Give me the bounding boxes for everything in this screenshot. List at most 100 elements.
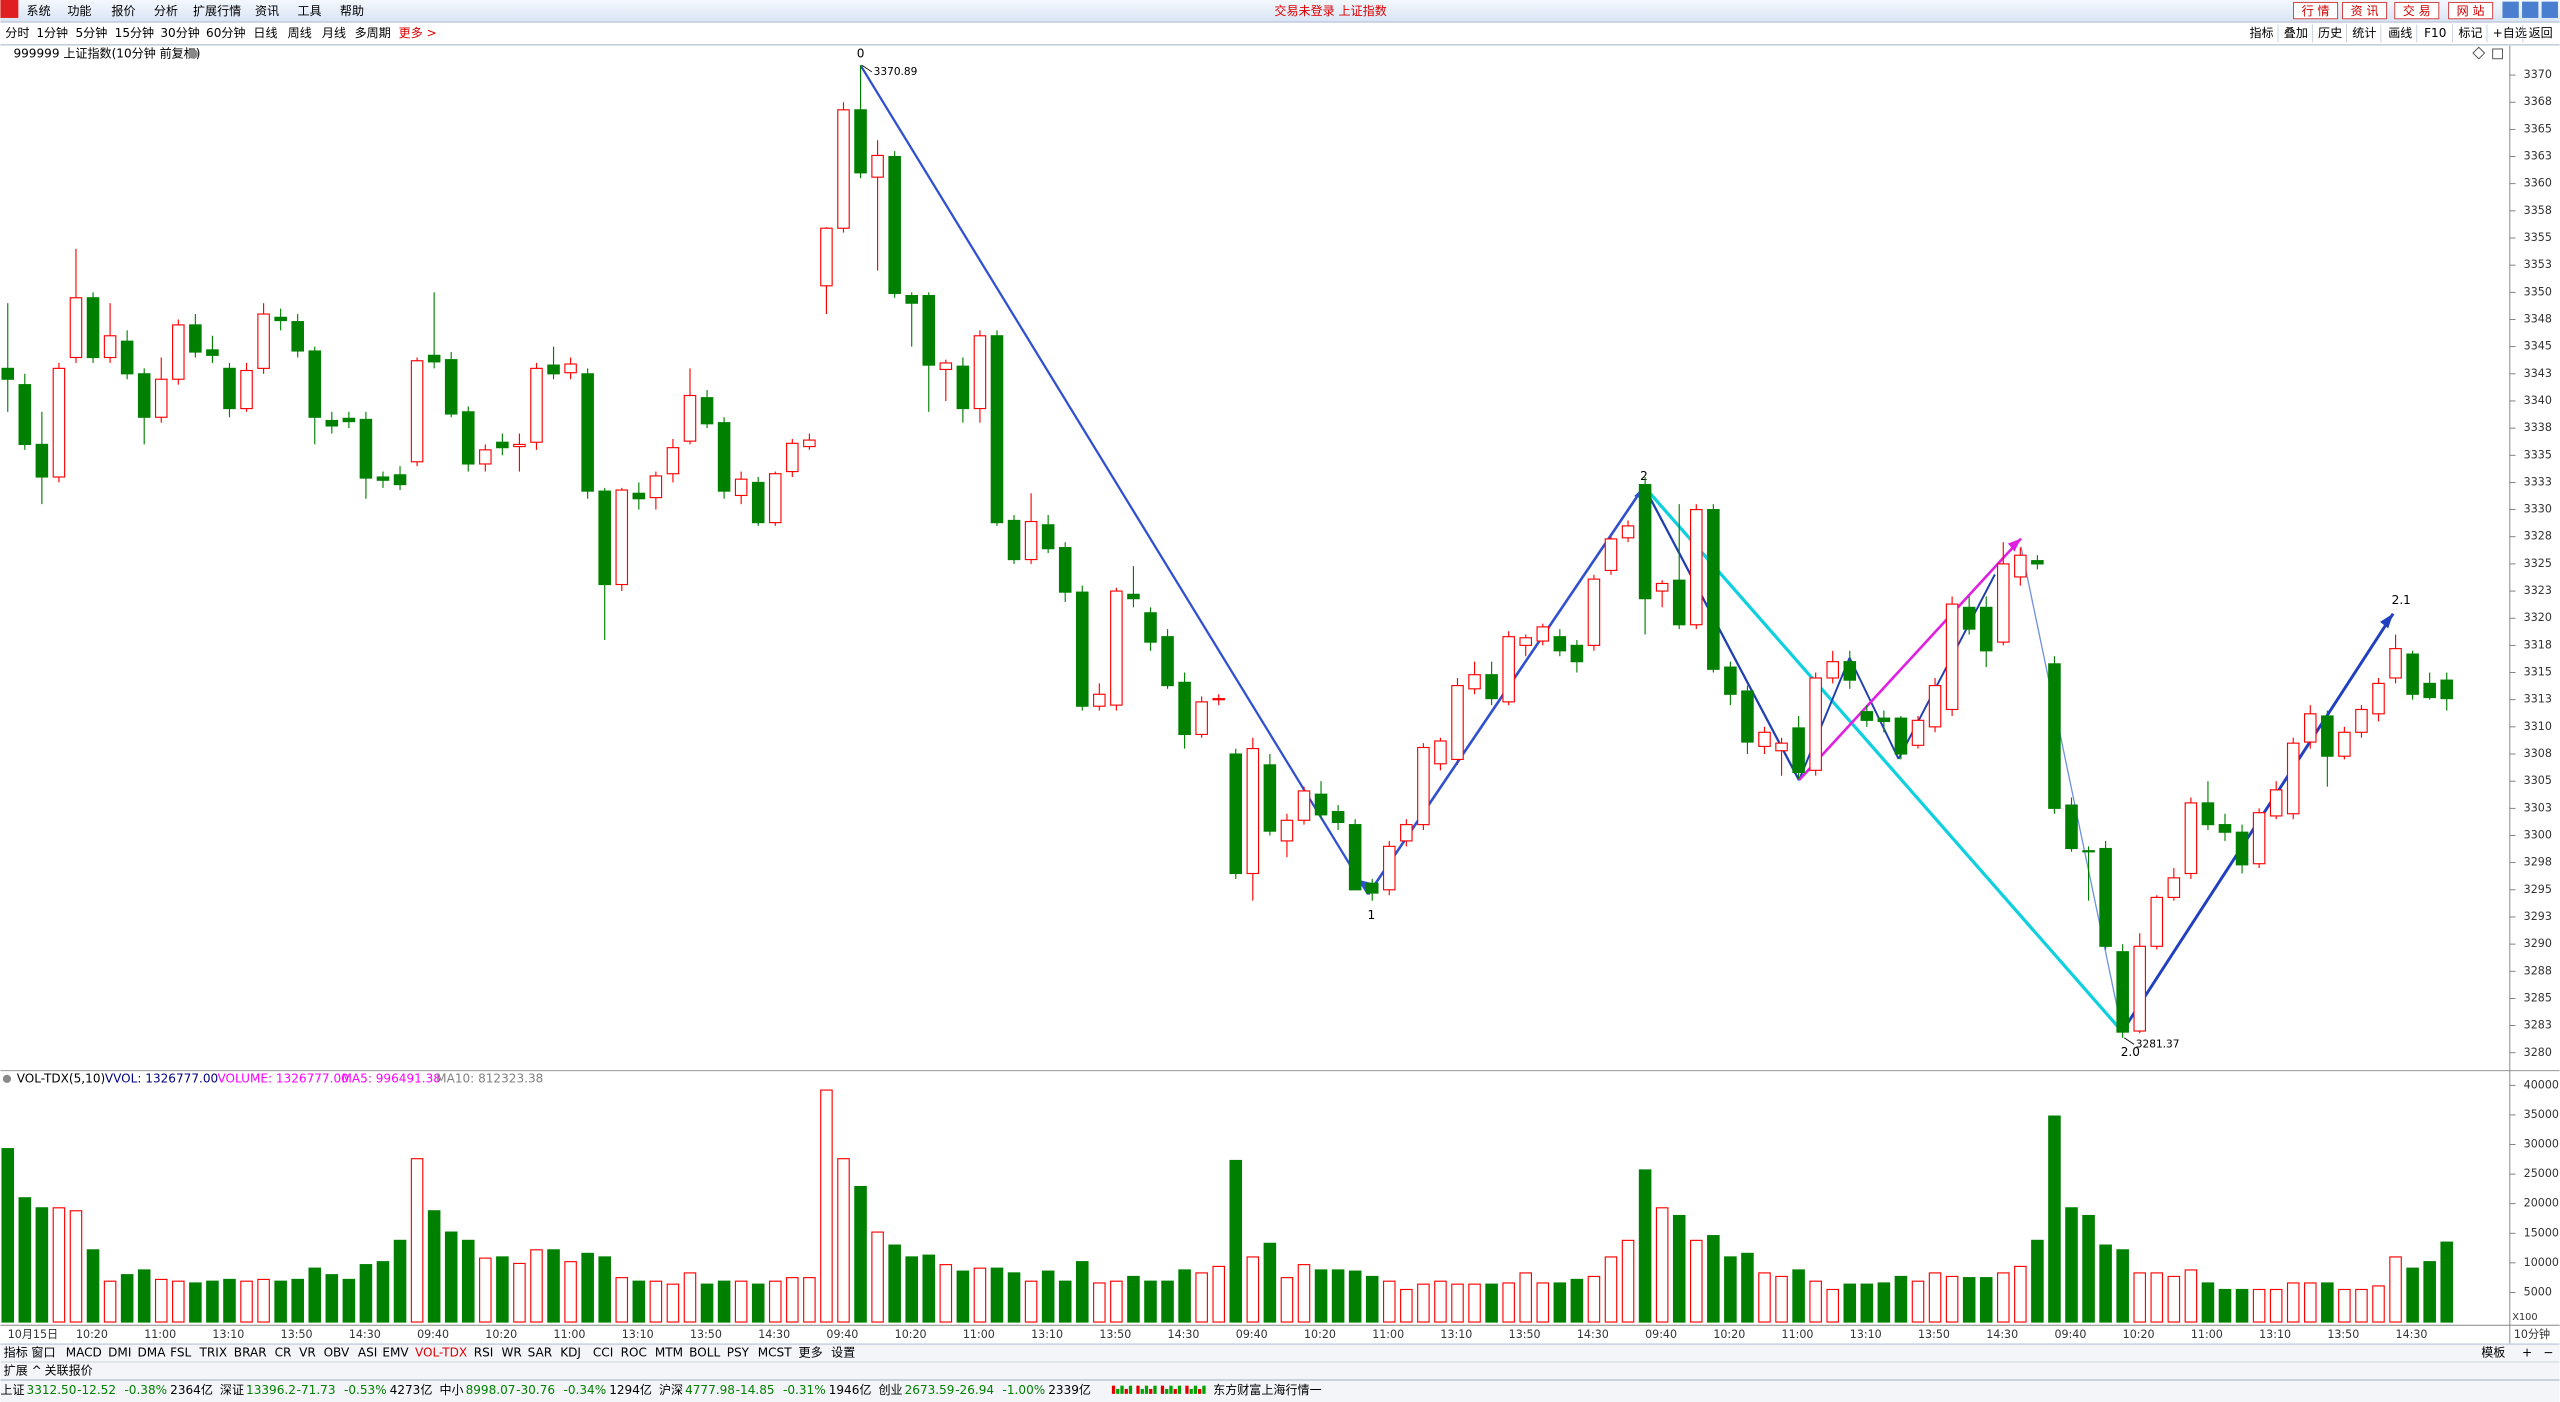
top-button[interactable]: [2293, 1, 2339, 20]
candle-body: [189, 324, 202, 353]
panel-icon[interactable]: [2492, 48, 2503, 60]
period-tab[interactable]: 周线: [288, 26, 312, 40]
volume-bar: [1911, 1280, 1925, 1323]
indicator-tab[interactable]: RSI: [474, 1346, 494, 1360]
menu-item[interactable]: 分析: [154, 4, 178, 18]
indicator-tab[interactable]: WR: [501, 1346, 522, 1360]
indicator-tab[interactable]: DMI: [108, 1346, 131, 1360]
indicator-tab[interactable]: DMA: [138, 1346, 167, 1360]
extension-tab[interactable]: 关联报价: [44, 1362, 92, 1377]
close-button[interactable]: [2541, 1, 2558, 18]
add-window[interactable]: +: [2522, 1346, 2532, 1360]
template-button[interactable]: 模板: [2481, 1346, 2505, 1360]
x-tick-label: 13:50: [281, 1328, 313, 1341]
volume-bar: [1894, 1275, 1908, 1323]
menu-item[interactable]: 系统: [27, 4, 51, 18]
period-tab[interactable]: 日线: [253, 26, 277, 40]
indicator-tab[interactable]: FSL: [170, 1346, 191, 1360]
menu-item[interactable]: 报价: [111, 3, 135, 18]
volume-bar: [1417, 1283, 1430, 1323]
candle-body: [461, 411, 475, 465]
panel-icon[interactable]: [2472, 46, 2486, 60]
menu-item[interactable]: 工具: [297, 4, 321, 18]
period-tab[interactable]: 5分钟: [75, 25, 107, 40]
period-tab[interactable]: 60分钟: [206, 25, 245, 40]
volume-bar: [1093, 1282, 1106, 1323]
indicator-tab[interactable]: KDJ: [560, 1346, 581, 1360]
indicator-tab[interactable]: VR: [299, 1346, 316, 1360]
indicator-tab[interactable]: 设置: [831, 1346, 855, 1360]
indicator-tab[interactable]: TRIX: [199, 1346, 228, 1360]
indicator-menu[interactable]: [2, 1074, 12, 1083]
volume-bar: [2252, 1288, 2266, 1323]
tool-button[interactable]: F10: [2424, 26, 2446, 40]
period-tab[interactable]: 更多 >: [399, 26, 437, 40]
volume-bar: [1468, 1283, 1481, 1323]
tool-button[interactable]: 叠加: [2284, 26, 2308, 40]
top-button[interactable]: [2342, 1, 2388, 20]
indicator-tab[interactable]: MACD: [66, 1346, 102, 1360]
period-tab[interactable]: 分时: [5, 26, 29, 40]
tool-button[interactable]: 历史: [2318, 26, 2342, 40]
tool-button[interactable]: 标记: [2458, 26, 2482, 40]
indicator-tab[interactable]: 指标: [4, 1345, 28, 1360]
extension-tab[interactable]: 扩展 ^: [4, 1363, 42, 1377]
remove-window[interactable]: −: [2543, 1346, 2553, 1360]
candle-body: [1058, 547, 1072, 593]
top-button-label[interactable]: 交 易: [2403, 3, 2431, 18]
indicator-tab[interactable]: ROC: [621, 1346, 647, 1360]
index-pct: -0.34%: [563, 1383, 606, 1397]
index-name: 中小: [439, 1382, 463, 1397]
title-menu[interactable]: [188, 48, 198, 59]
candle-body: [2167, 877, 2181, 898]
top-button-label[interactable]: 资 讯: [2351, 4, 2379, 18]
volume-bar: [410, 1158, 424, 1323]
volume-bar: [189, 1282, 202, 1323]
indicator-tab[interactable]: 更多: [799, 1346, 823, 1360]
tool-button[interactable]: 返回: [2529, 26, 2553, 40]
indicator-tab[interactable]: CCI: [593, 1346, 613, 1360]
indicator-tab[interactable]: MCST: [758, 1346, 792, 1360]
app-icon[interactable]: [0, 0, 19, 18]
indicator-tab[interactable]: CR: [275, 1346, 292, 1360]
tool-button[interactable]: 统计: [2352, 26, 2376, 40]
indicator-tab[interactable]: EMV: [382, 1346, 409, 1360]
indicator-tab[interactable]: MTM: [655, 1346, 683, 1360]
candle-body: [2269, 789, 2283, 817]
period-tab[interactable]: 30分钟: [160, 25, 199, 40]
minimize-button[interactable]: [2502, 1, 2519, 18]
tool-button[interactable]: 画线: [2388, 26, 2412, 40]
market-indicator: [1165, 1388, 1169, 1394]
indicator-tab[interactable]: 窗口: [31, 1346, 55, 1360]
candle-body: [137, 373, 151, 418]
indicator-tab[interactable]: PSY: [727, 1346, 750, 1360]
top-button-label[interactable]: 行 情: [2302, 4, 2330, 18]
volume-bar: [768, 1280, 782, 1323]
top-button[interactable]: [2448, 1, 2494, 20]
indicator-tab[interactable]: OBV: [324, 1346, 350, 1360]
period-tab[interactable]: 15分钟: [115, 25, 154, 40]
indicator-tab[interactable]: VOL-TDX: [415, 1346, 467, 1360]
tool-button[interactable]: 指标: [2249, 25, 2273, 40]
menu-item[interactable]: 扩展行情: [193, 4, 241, 18]
menu-item[interactable]: 功能: [67, 4, 91, 18]
top-button-label[interactable]: 网 站: [2457, 4, 2485, 18]
top-button[interactable]: [2394, 1, 2440, 20]
volume-bar: [172, 1280, 185, 1323]
period-tab[interactable]: 多周期: [355, 26, 391, 40]
menu-item[interactable]: 资讯: [255, 4, 279, 18]
period-tab[interactable]: 月线: [322, 26, 346, 40]
indicator-tab[interactable]: ASI: [358, 1346, 377, 1360]
candle-body: [410, 360, 424, 463]
candle-body: [308, 350, 322, 418]
candle-body: [1553, 636, 1567, 652]
maximize-button[interactable]: [2522, 1, 2539, 18]
indicator-tab[interactable]: BOLL: [689, 1346, 720, 1360]
candle-body: [1587, 578, 1601, 646]
menu-item[interactable]: 帮助: [340, 4, 364, 18]
indicator-tab[interactable]: SAR: [528, 1346, 553, 1360]
market-indicator: [1149, 1388, 1153, 1394]
tool-button[interactable]: +自选: [2493, 26, 2527, 40]
indicator-tab[interactable]: BRAR: [234, 1346, 267, 1360]
period-tab[interactable]: 1分钟: [36, 25, 68, 40]
